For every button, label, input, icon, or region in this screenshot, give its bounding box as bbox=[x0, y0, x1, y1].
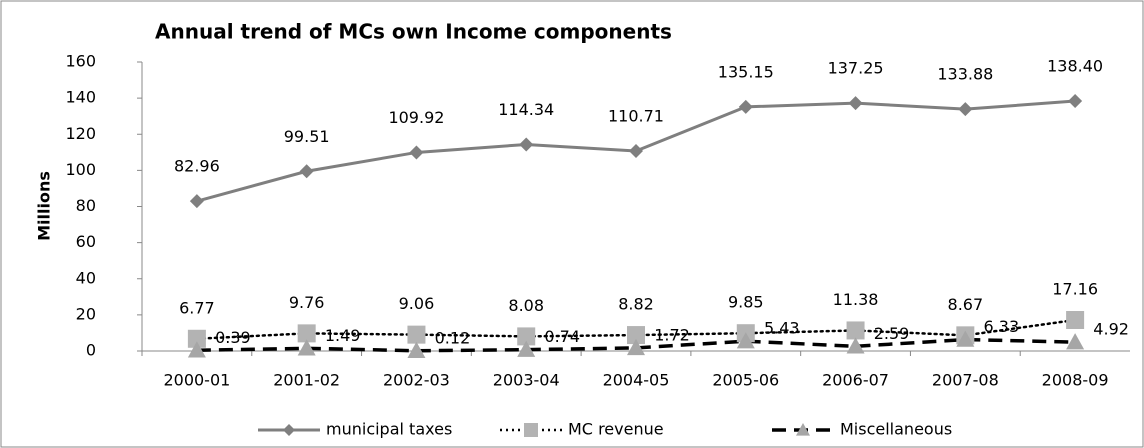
marker bbox=[738, 99, 753, 114]
series-line bbox=[196, 337, 1076, 353]
marker bbox=[297, 324, 316, 343]
data-label: 17.16 bbox=[1052, 280, 1098, 299]
data-label: 8.08 bbox=[508, 296, 544, 315]
y-tick-label: 100 bbox=[65, 160, 96, 179]
data-label: 9.85 bbox=[728, 293, 764, 312]
marker bbox=[956, 330, 975, 347]
marker bbox=[846, 321, 865, 340]
y-tick-label: 120 bbox=[65, 124, 96, 143]
marker bbox=[736, 332, 755, 349]
marker bbox=[187, 341, 206, 358]
y-tick-label: 60 bbox=[76, 232, 96, 251]
data-label: 0.39 bbox=[215, 328, 251, 347]
data-label: 6.33 bbox=[984, 317, 1020, 336]
marker bbox=[187, 329, 206, 348]
marker bbox=[1066, 311, 1085, 330]
marker bbox=[958, 102, 973, 117]
y-tick-label: 80 bbox=[76, 196, 96, 215]
marker bbox=[517, 327, 536, 346]
marker bbox=[283, 424, 295, 436]
x-tick-label: 2005-06 bbox=[712, 371, 779, 390]
data-label: 1.72 bbox=[654, 325, 690, 344]
marker bbox=[299, 164, 314, 179]
marker bbox=[1068, 94, 1083, 109]
data-label: 133.88 bbox=[937, 65, 993, 84]
marker bbox=[524, 423, 538, 437]
x-tick-label: 2008-09 bbox=[1042, 371, 1109, 390]
data-label: 5.43 bbox=[764, 319, 800, 338]
y-tick-label: 160 bbox=[65, 52, 96, 71]
marker bbox=[409, 145, 424, 160]
marker bbox=[407, 325, 426, 344]
x-tick-label: 2004-05 bbox=[603, 371, 670, 390]
marker bbox=[1066, 333, 1085, 350]
y-axis-label: Millions bbox=[35, 171, 54, 241]
marker bbox=[189, 194, 204, 209]
data-label: 9.76 bbox=[289, 293, 325, 312]
data-label: 109.92 bbox=[388, 108, 444, 127]
data-label: 4.92 bbox=[1093, 320, 1129, 339]
data-label: 135.15 bbox=[718, 62, 774, 81]
marker bbox=[627, 326, 645, 345]
x-tick-label: 2000-01 bbox=[163, 371, 230, 390]
data-label: 110.71 bbox=[608, 107, 664, 126]
marker bbox=[846, 337, 865, 354]
marker bbox=[297, 339, 316, 356]
legend-label: MC revenue bbox=[568, 420, 664, 439]
legend-label: Miscellaneous bbox=[840, 420, 952, 439]
data-label: 1.49 bbox=[325, 326, 361, 345]
data-label: 9.06 bbox=[399, 294, 435, 313]
x-tick-label: 2007-08 bbox=[932, 371, 999, 390]
x-tick-label: 2006-07 bbox=[822, 371, 889, 390]
y-tick-label: 0 bbox=[86, 341, 96, 360]
y-tick-label: 140 bbox=[65, 88, 96, 107]
y-tick-label: 20 bbox=[76, 304, 96, 323]
marker bbox=[796, 423, 810, 436]
marker bbox=[629, 144, 643, 159]
data-label: 2.59 bbox=[874, 324, 910, 343]
x-tick-label: 2001-02 bbox=[273, 371, 340, 390]
marker bbox=[848, 96, 863, 111]
data-label: 137.25 bbox=[828, 59, 884, 78]
data-label: 0.74 bbox=[544, 327, 580, 346]
marker bbox=[517, 340, 536, 357]
marker bbox=[519, 137, 534, 152]
x-tick-label: 2002-03 bbox=[383, 371, 450, 390]
marker bbox=[627, 338, 645, 356]
data-label: 8.67 bbox=[948, 295, 984, 314]
data-label: 99.51 bbox=[284, 127, 330, 146]
data-label: 114.34 bbox=[498, 100, 554, 119]
chart-title: Annual trend of MCs own Income component… bbox=[155, 20, 672, 44]
x-tick-label: 2003-04 bbox=[493, 371, 560, 390]
data-label: 0.12 bbox=[435, 328, 471, 347]
y-tick-label: 40 bbox=[76, 268, 96, 287]
data-label: 6.77 bbox=[179, 298, 215, 317]
data-label: 82.96 bbox=[174, 157, 220, 176]
marker bbox=[407, 341, 426, 358]
legend-label: municipal taxes bbox=[326, 420, 452, 439]
data-label: 8.82 bbox=[618, 295, 654, 314]
data-label: 138.40 bbox=[1047, 57, 1103, 76]
data-label: 11.38 bbox=[833, 290, 879, 309]
